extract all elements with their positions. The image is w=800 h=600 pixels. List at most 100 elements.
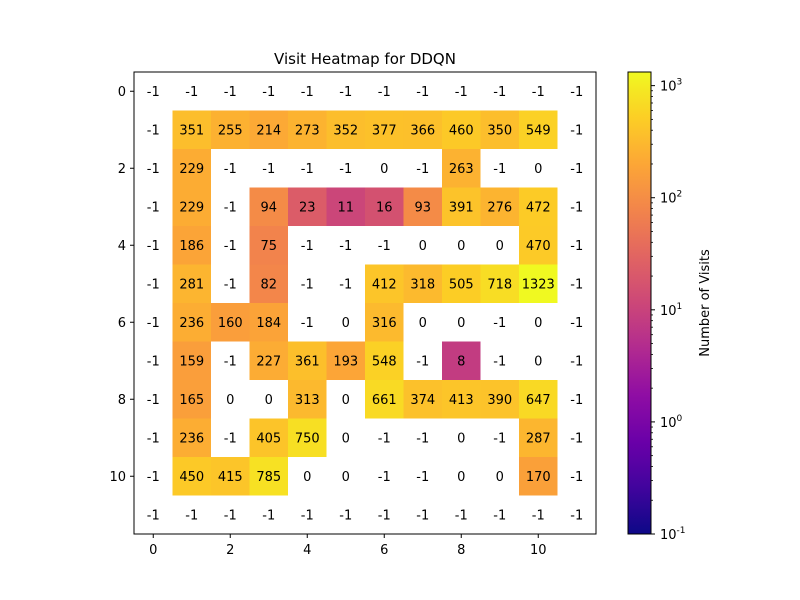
heatmap-cell xyxy=(134,264,173,304)
heatmap-cell xyxy=(288,380,327,419)
cell-value-label: -1 xyxy=(224,508,237,523)
y-tick-label: 4 xyxy=(118,239,126,254)
cell-value-label: 316 xyxy=(372,316,397,331)
heatmap-cell xyxy=(519,149,558,188)
heatmap-cell xyxy=(211,303,250,342)
colorbar-ticks: 10-1 100 101 102 103 xyxy=(651,78,686,543)
heatmap-cell xyxy=(480,110,520,150)
heatmap-cell xyxy=(557,110,597,150)
cell-value-label: 460 xyxy=(449,123,474,138)
cell-value-label: 160 xyxy=(218,316,243,331)
colorbar-tick-label: 103 xyxy=(660,78,682,95)
cell-value-label: 0 xyxy=(265,393,273,408)
heatmap-cell xyxy=(480,303,520,342)
y-tick-label: 2 xyxy=(118,162,126,177)
heatmap-cell xyxy=(365,341,404,381)
cell-value-label: -1 xyxy=(532,508,545,523)
heatmap-cell xyxy=(134,418,173,458)
cell-value-label: 718 xyxy=(487,277,512,292)
cell-value-label: 0 xyxy=(342,470,350,485)
heatmap-cell xyxy=(134,72,173,111)
cell-value-label: 255 xyxy=(218,123,243,138)
heatmap-cell xyxy=(519,341,558,381)
cell-value-label: 23 xyxy=(299,200,316,215)
cell-value-label: 236 xyxy=(179,431,204,446)
cell-value-label: -1 xyxy=(378,239,391,254)
heatmap-cell xyxy=(249,380,289,419)
heatmap-cell xyxy=(403,457,443,496)
cell-value-label: -1 xyxy=(570,316,583,331)
heatmap-cell xyxy=(288,457,327,496)
heatmap-cell xyxy=(442,72,481,111)
cell-value-label: -1 xyxy=(339,239,352,254)
heatmap-cell xyxy=(172,341,212,381)
cell-value-label: 184 xyxy=(256,316,281,331)
cell-value-label: -1 xyxy=(416,470,429,485)
heatmap-cell xyxy=(249,457,289,496)
heatmap-cell xyxy=(326,110,366,150)
heatmap-cell xyxy=(326,457,366,496)
cell-value-label: 263 xyxy=(449,162,474,177)
cell-value-label: 281 xyxy=(179,277,204,292)
heatmap-cell xyxy=(288,495,327,535)
y-tick-label: 8 xyxy=(118,393,126,408)
cell-value-label: -1 xyxy=(147,316,160,331)
cell-value-label: 0 xyxy=(419,316,427,331)
cell-value-label: 0 xyxy=(496,239,504,254)
cell-value-label: 505 xyxy=(449,277,474,292)
cell-value-label: 1323 xyxy=(522,277,555,292)
cell-value-label: -1 xyxy=(147,85,160,100)
colorbar xyxy=(627,71,652,535)
cell-value-label: 0 xyxy=(419,239,427,254)
cell-value-label: 0 xyxy=(342,431,350,446)
cell-value-label: -1 xyxy=(570,470,583,485)
heatmap-cell xyxy=(288,303,327,342)
heatmap-cell xyxy=(557,303,597,342)
cell-value-label: 548 xyxy=(372,354,397,369)
cell-value-label: -1 xyxy=(493,85,506,100)
heatmap-cell xyxy=(326,495,366,535)
heatmap-cell xyxy=(134,341,173,381)
plot-frame xyxy=(133,71,597,535)
cell-value-label: 0 xyxy=(342,393,350,408)
cell-value-label: 0 xyxy=(457,470,465,485)
cell-value-label: -1 xyxy=(185,508,198,523)
heatmap-cell xyxy=(557,226,597,265)
cell-value-label: -1 xyxy=(493,162,506,177)
cell-value-label: 0 xyxy=(534,162,542,177)
cell-value-label: 75 xyxy=(260,239,277,254)
heatmap-cell xyxy=(442,149,481,188)
heatmap-cell xyxy=(211,226,250,265)
y-tick-label: 10 xyxy=(109,470,126,485)
cell-value-label: 229 xyxy=(179,162,204,177)
cell-value-label: 405 xyxy=(256,431,281,446)
cell-value-label: -1 xyxy=(147,277,160,292)
cell-value-label: 16 xyxy=(376,200,393,215)
heatmap-cell xyxy=(403,72,443,111)
y-axis: 0 2 4 6 8 10 xyxy=(109,85,134,485)
heatmap-cell xyxy=(519,110,558,150)
cell-value-label: -1 xyxy=(147,200,160,215)
heatmap-cell xyxy=(134,495,173,535)
cell-value-label: 413 xyxy=(449,393,474,408)
heatmap-cell xyxy=(365,303,404,342)
heatmap-cell xyxy=(326,226,366,265)
cell-value-label: -1 xyxy=(301,162,314,177)
cell-value-label: 472 xyxy=(526,200,551,215)
cell-value-label: -1 xyxy=(570,123,583,138)
cell-value-label: -1 xyxy=(224,200,237,215)
cell-value-label: 0 xyxy=(534,354,542,369)
heatmap-cell xyxy=(442,495,481,535)
heatmap-cell xyxy=(365,226,404,265)
cell-value-label: -1 xyxy=(416,508,429,523)
colorbar-label: Number of Visits xyxy=(698,249,713,357)
heatmap-cell xyxy=(519,495,558,535)
heatmap-cell xyxy=(172,457,212,496)
heatmap-cell xyxy=(403,226,443,265)
y-tick-label: 0 xyxy=(118,85,126,100)
heatmap-cell xyxy=(249,418,289,458)
cell-value-label: -1 xyxy=(570,200,583,215)
cell-value-label: -1 xyxy=(147,123,160,138)
heatmap-cell xyxy=(288,110,327,150)
cell-value-label: 0 xyxy=(226,393,234,408)
